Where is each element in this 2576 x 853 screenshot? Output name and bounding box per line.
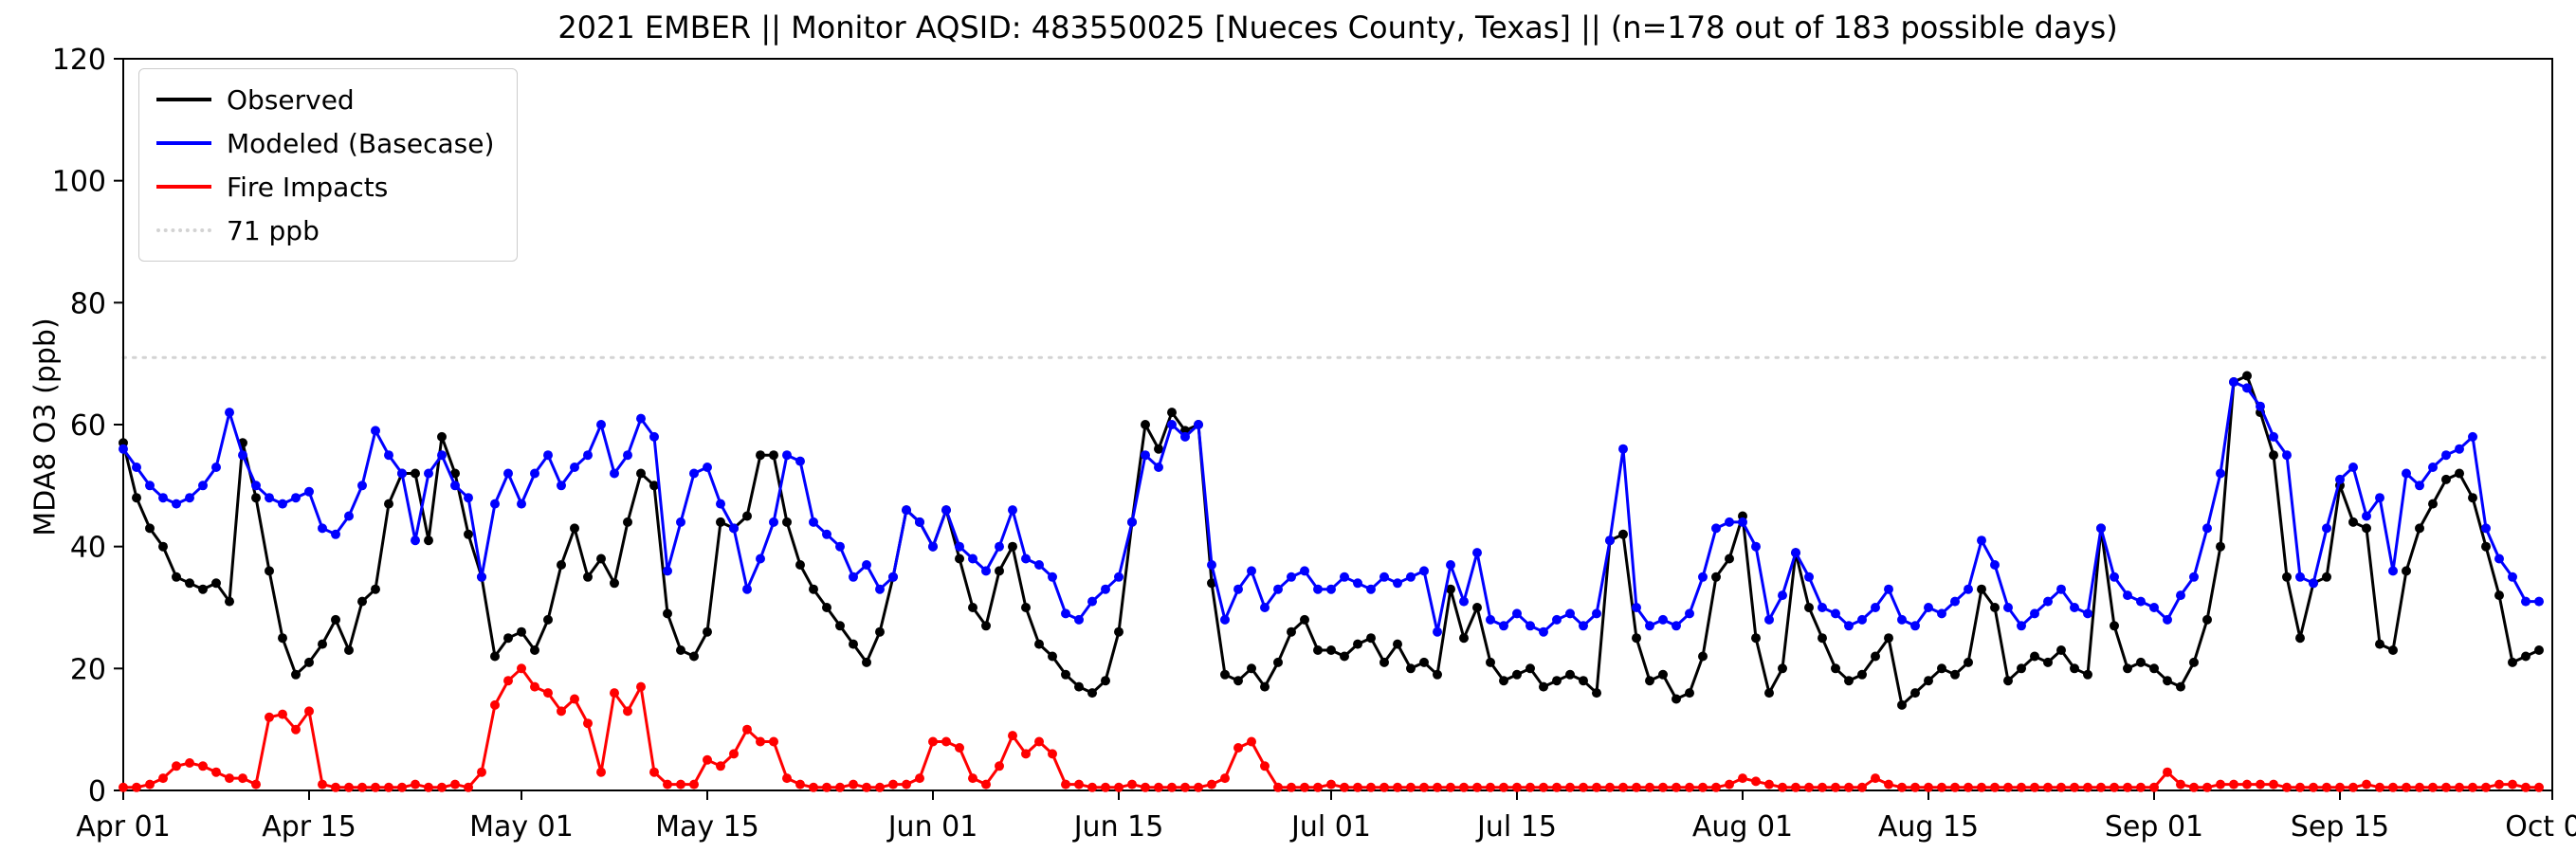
x-tick-label: Apr 15 (262, 810, 356, 844)
y-tick-label: 80 (70, 287, 106, 320)
x-tick-label: May 15 (655, 810, 759, 844)
legend-line-sample (156, 141, 211, 145)
y-axis-label: MDA8 O3 (ppb) (28, 318, 63, 536)
x-tick-label: Jul 01 (1289, 810, 1371, 844)
legend-item: Fire Impacts (156, 170, 494, 204)
series-markers-modeled-basecase (119, 377, 2544, 637)
x-tick-label: Aug 15 (1878, 810, 1979, 844)
x-tick-label: Jun 01 (886, 810, 978, 844)
legend-label: Fire Impacts (227, 171, 389, 203)
series-markers-observed (119, 371, 2544, 710)
series-line-observed (121, 374, 2540, 707)
y-tick-label: 100 (52, 166, 106, 199)
y-tick-label: 20 (70, 653, 106, 686)
y-tick-label: 0 (88, 775, 106, 808)
legend-label: Observed (227, 83, 355, 116)
y-tick-label: 40 (70, 532, 106, 565)
legend-label: 71 ppb (227, 214, 320, 246)
x-tick-label: Jun 15 (1072, 810, 1164, 844)
y-tick-label: 60 (70, 409, 106, 443)
x-tick-label: Jul 15 (1475, 810, 1557, 844)
x-tick-label: May 01 (469, 810, 574, 844)
legend-line-sample (156, 228, 211, 232)
legend-item: 71 ppb (156, 213, 494, 247)
legend-line-sample (156, 98, 211, 101)
x-tick-label: Oct 01 (2505, 810, 2576, 844)
x-tick-label: Sep 01 (2105, 810, 2203, 844)
series-markers-fire-impacts (119, 663, 2544, 792)
legend: Observed Modeled (Basecase) Fire Impacts 71… (138, 68, 519, 262)
chart-title: 2021 EMBER || Monitor AQSID: 483550025 [… (557, 9, 2118, 45)
legend-line-sample (156, 185, 211, 189)
x-tick-label: Aug 01 (1692, 810, 1793, 844)
x-tick-label: Sep 15 (2291, 810, 2389, 844)
legend-item: Modeled (Basecase) (156, 126, 494, 160)
legend-item: Observed (156, 82, 494, 117)
legend-label: Modeled (Basecase) (227, 127, 495, 159)
x-tick-label: Apr 01 (76, 810, 171, 844)
y-tick-label: 120 (52, 44, 106, 77)
